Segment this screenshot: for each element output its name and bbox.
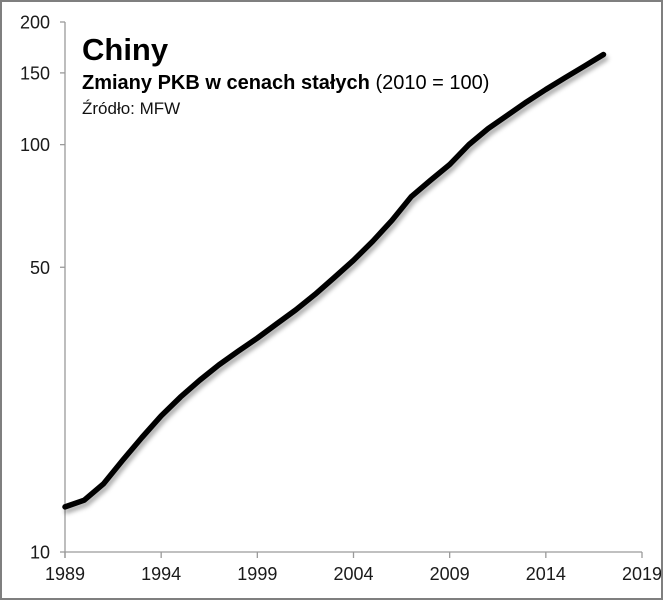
chart-subtitle: Zmiany PKB w cenach stałych (2010 = 100) <box>82 72 489 95</box>
x-tick-label: 2004 <box>333 564 373 584</box>
y-tick-label: 10 <box>30 543 50 563</box>
chart-source: Źródło: MFW <box>82 98 181 118</box>
x-tick-label: 2019 <box>622 564 662 584</box>
chart-header: Chiny Zmiany PKB w cenach stałych (2010 … <box>82 32 489 119</box>
y-tick-label: 200 <box>20 13 50 33</box>
chart-subtitle-text: Zmiany PKB w cenach stałych <box>82 71 370 94</box>
x-tick-label: 1989 <box>45 564 85 584</box>
x-tick-label: 2009 <box>430 564 470 584</box>
data-line <box>62 51 607 510</box>
y-tick-label: 50 <box>30 258 50 278</box>
y-tick-label: 100 <box>20 135 50 155</box>
chart-title: Chiny <box>82 32 169 67</box>
x-tick-label: 1994 <box>141 564 181 584</box>
y-tick-label: 150 <box>20 63 50 83</box>
x-tick-label: 1999 <box>237 564 277 584</box>
x-tick-label: 2014 <box>526 564 566 584</box>
chart-subtitle-note: (2010 = 100) <box>375 71 490 94</box>
